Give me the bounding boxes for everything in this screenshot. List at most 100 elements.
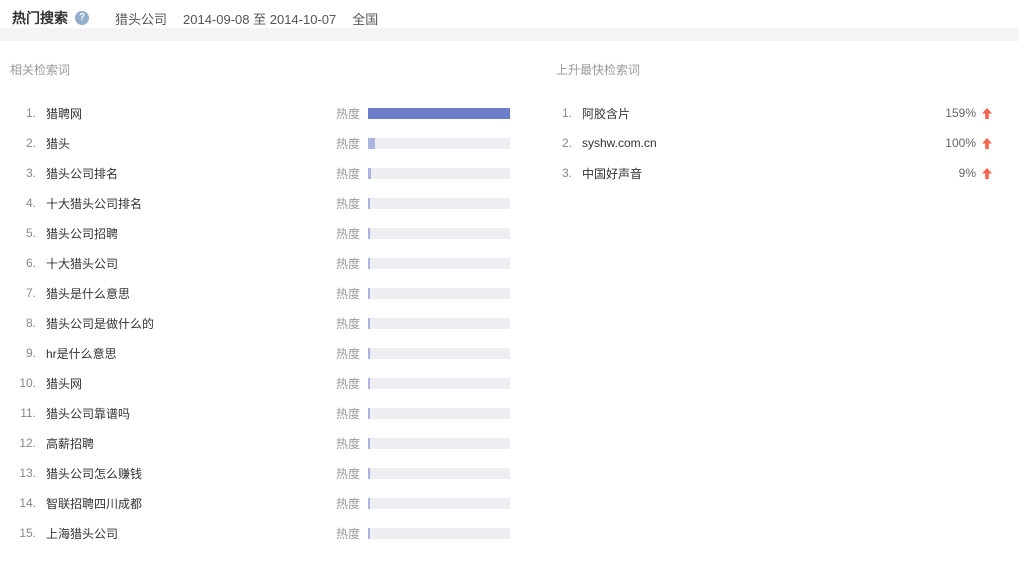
heat-bar-fill: [368, 257, 371, 269]
heat-bar-fill: [368, 227, 371, 239]
related-term-row: 10. 猎头网 热度: [10, 368, 510, 398]
heat-label: 热度: [335, 226, 360, 241]
heat-bar-fill: [368, 197, 371, 209]
rank-number: 5.: [25, 226, 36, 240]
heat-bar-track: [368, 377, 510, 389]
rising-terms-panel: 上升最快检索词 1. 阿胶含片 159% 2. syshw.com.cn 100…: [556, 61, 992, 188]
rank-number: 8.: [25, 316, 36, 330]
heat-label: 热度: [335, 196, 360, 211]
related-keyword-link[interactable]: 猎头网: [46, 376, 83, 391]
related-term-row: 11. 猎头公司靠谱吗 热度: [10, 398, 510, 428]
related-term-row: 6. 十大猎头公司 热度: [10, 248, 510, 278]
rank-number: 7.: [25, 286, 36, 300]
related-terms-list: 1. 猎聘网 热度 2. 猎头 热度 3. 猎头公司排名 热度 4. 十大猎头公…: [10, 98, 510, 548]
rising-terms-list: 1. 阿胶含片 159% 2. syshw.com.cn 100% 3. 中国好…: [556, 98, 992, 188]
related-keyword-link[interactable]: 猎头公司排名: [46, 166, 119, 181]
heat-bar-track: [368, 167, 510, 179]
related-keyword-link[interactable]: 十大猎头公司排名: [46, 196, 143, 211]
up-arrow-icon: [982, 107, 992, 119]
related-term-row: 4. 十大猎头公司排名 热度: [10, 188, 510, 218]
rank-number: 6.: [25, 256, 36, 270]
rising-term-row: 1. 阿胶含片 159%: [556, 98, 992, 128]
heat-bar-track: [368, 467, 510, 479]
related-keyword-link[interactable]: 猎聘网: [46, 106, 83, 121]
query-params: 猎头公司 2014-09-08 至 2014-10-07 全国: [89, 9, 378, 28]
heat-label: 热度: [335, 316, 360, 331]
rank-number: 3.: [25, 166, 36, 180]
related-keyword-link[interactable]: 猎头公司靠谱吗: [46, 406, 131, 421]
heat-bar-fill: [368, 407, 371, 419]
heat-bar-track: [368, 197, 510, 209]
heat-bar-track: [368, 287, 510, 299]
heat-bar-fill: [368, 377, 371, 389]
rising-term-row: 3. 中国好声音 9%: [556, 158, 992, 188]
related-keyword-link[interactable]: 猎头公司是做什么的: [46, 316, 155, 331]
related-keyword-link[interactable]: 智联招聘四川成都: [46, 496, 143, 511]
rising-term-row: 2. syshw.com.cn 100%: [556, 128, 992, 158]
related-term-row: 12. 高薪招聘 热度: [10, 428, 510, 458]
related-term-row: 3. 猎头公司排名 热度: [10, 158, 510, 188]
query-date-range: 2014-09-08 至 2014-10-07: [183, 11, 337, 27]
related-keyword-link[interactable]: 十大猎头公司: [46, 256, 119, 271]
up-arrow-icon: [982, 137, 992, 149]
heat-bar-fill: [368, 137, 376, 149]
heat-label: 热度: [335, 106, 360, 121]
related-term-row: 5. 猎头公司招聘 热度: [10, 218, 510, 248]
related-keyword-link[interactable]: 猎头公司招聘: [46, 226, 119, 241]
heat-bar-track: [368, 257, 510, 269]
rising-terms-title: 上升最快检索词: [556, 63, 641, 77]
heat-label: 热度: [335, 436, 360, 451]
change-percent: 159%: [945, 106, 976, 120]
rank-number: 1.: [25, 106, 36, 120]
page-title: 热门搜索: [12, 10, 68, 26]
related-term-row: 1. 猎聘网 热度: [10, 98, 510, 128]
related-term-row: 14. 智联招聘四川成都 热度: [10, 488, 510, 518]
heat-label: 热度: [335, 376, 360, 391]
rank-number: 9.: [25, 346, 36, 360]
header-divider-band: [0, 28, 1019, 41]
related-keyword-link[interactable]: 上海猎头公司: [46, 526, 119, 541]
rising-keyword-link[interactable]: 中国好声音: [582, 166, 643, 181]
rank-number: 4.: [25, 196, 36, 210]
heat-bar-track: [368, 107, 510, 119]
heat-bar-track: [368, 227, 510, 239]
related-term-row: 15. 上海猎头公司 热度: [10, 518, 510, 548]
change-percent: 9%: [958, 166, 976, 180]
related-keyword-link[interactable]: 猎头: [46, 136, 71, 151]
content-area: 相关检索词 1. 猎聘网 热度 2. 猎头 热度 3. 猎头公司排名 热度 4.…: [0, 41, 1019, 541]
page-header: 热门搜索 ? 猎头公司 2014-09-08 至 2014-10-07 全国: [0, 0, 1019, 28]
related-terms-title: 相关检索词: [10, 63, 71, 77]
rising-keyword-link[interactable]: syshw.com.cn: [582, 136, 657, 150]
related-term-row: 7. 猎头是什么意思 热度: [10, 278, 510, 308]
heat-label: 热度: [335, 496, 360, 511]
heat-bar-track: [368, 347, 510, 359]
rank-number: 11.: [20, 406, 36, 420]
rank-number: 2.: [25, 136, 36, 150]
related-term-row: 8. 猎头公司是做什么的 热度: [10, 308, 510, 338]
related-keyword-link[interactable]: 猎头公司怎么赚钱: [46, 466, 143, 481]
rising-keyword-link[interactable]: 阿胶含片: [582, 106, 631, 121]
related-term-row: 2. 猎头 热度: [10, 128, 510, 158]
heat-bar-track: [368, 407, 510, 419]
heat-label: 热度: [335, 256, 360, 271]
rank-number: 14.: [19, 496, 36, 510]
rank-number: 15.: [19, 526, 36, 540]
heat-label: 热度: [335, 166, 360, 181]
help-icon[interactable]: ?: [75, 11, 89, 25]
heat-bar-track: [368, 437, 510, 449]
heat-label: 热度: [335, 136, 360, 151]
rank-number: 2.: [561, 136, 572, 150]
related-keyword-link[interactable]: 猎头是什么意思: [46, 286, 131, 301]
related-keyword-link[interactable]: 高薪招聘: [46, 436, 95, 451]
related-term-row: 9. hr是什么意思 热度: [10, 338, 510, 368]
query-region: 全国: [352, 11, 379, 27]
related-keyword-link[interactable]: hr是什么意思: [46, 346, 117, 361]
heat-bar-fill: [368, 107, 510, 119]
heat-bar-fill: [368, 527, 371, 539]
rank-number: 12.: [19, 436, 36, 450]
heat-bar-track: [368, 137, 510, 149]
rank-number: 13.: [19, 466, 36, 480]
related-terms-panel: 相关检索词 1. 猎聘网 热度 2. 猎头 热度 3. 猎头公司排名 热度 4.…: [10, 61, 510, 548]
heat-label: 热度: [335, 286, 360, 301]
heat-bar-track: [368, 527, 510, 539]
